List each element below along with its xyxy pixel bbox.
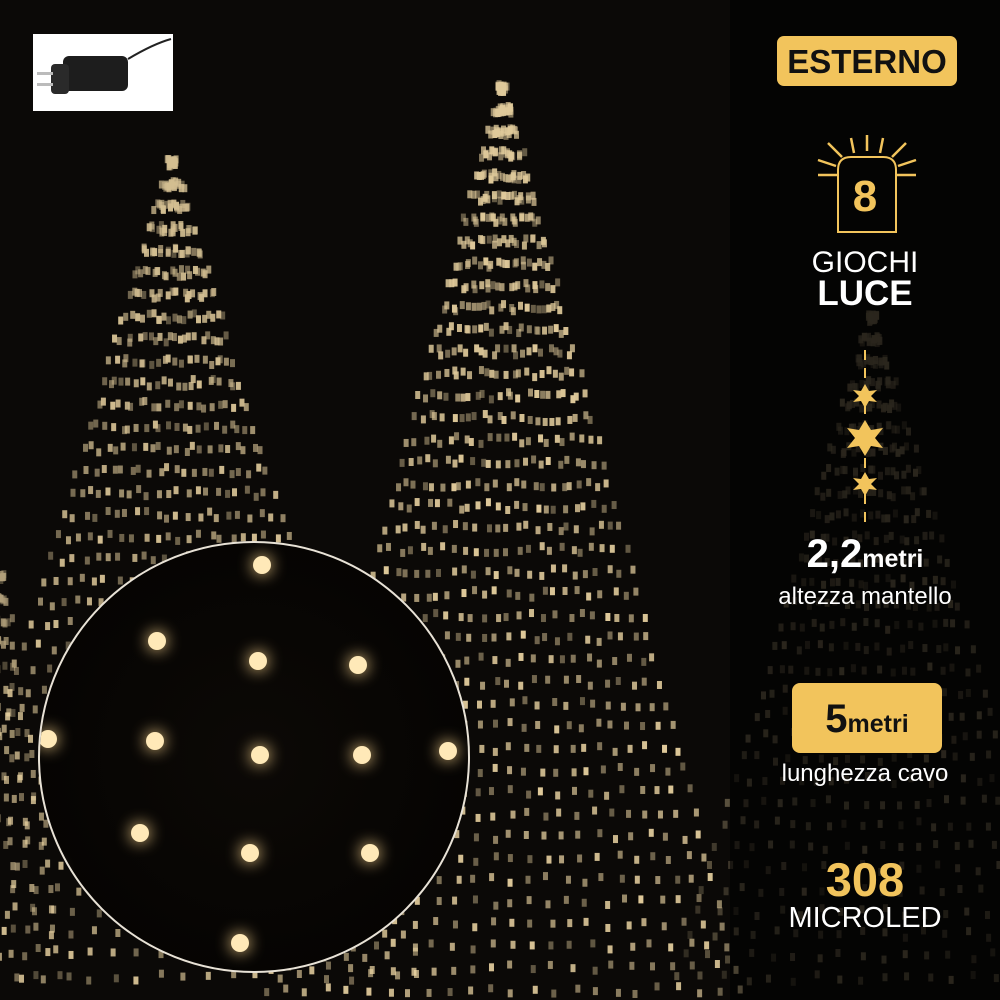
star-height-icon [847,350,883,530]
height-caption: altezza mantello [778,583,952,610]
led-glow [146,732,164,750]
cable-length-box: 5metri [792,683,942,753]
cable-caption: lunghezza cavo [781,760,949,787]
light-tree [0,570,63,982]
power-adapter-image [33,34,173,111]
light-games-line1: GIOCHI [811,246,919,279]
led-count: 308 [825,853,905,906]
led-glow [231,934,249,952]
led-glow [249,652,267,670]
led-glow [253,556,271,574]
led-glow [361,844,379,862]
power-plug-icon [37,38,172,94]
height-unit: metri [862,545,924,573]
light-box-icon [817,135,917,233]
light-games-line2: LUCE [817,274,913,313]
detail-zoom-circle [38,541,470,973]
cable-number: 5 [825,697,848,741]
led-glow [353,746,371,764]
led-glow [349,656,367,674]
led-glow [439,742,457,760]
led-label: MICROLED [788,902,942,934]
led-closeup [40,556,457,952]
light-games-count: 8 [852,172,878,221]
led-glow [241,844,259,862]
outdoor-badge: ESTERNO [777,36,957,86]
led-glow [148,632,166,650]
height-value: 2,2metri [730,532,1000,577]
led-glow [251,746,269,764]
height-number: 2,2 [806,532,863,576]
led-glow [131,824,149,842]
cable-unit: metri [847,710,909,738]
led-glow [40,730,57,748]
